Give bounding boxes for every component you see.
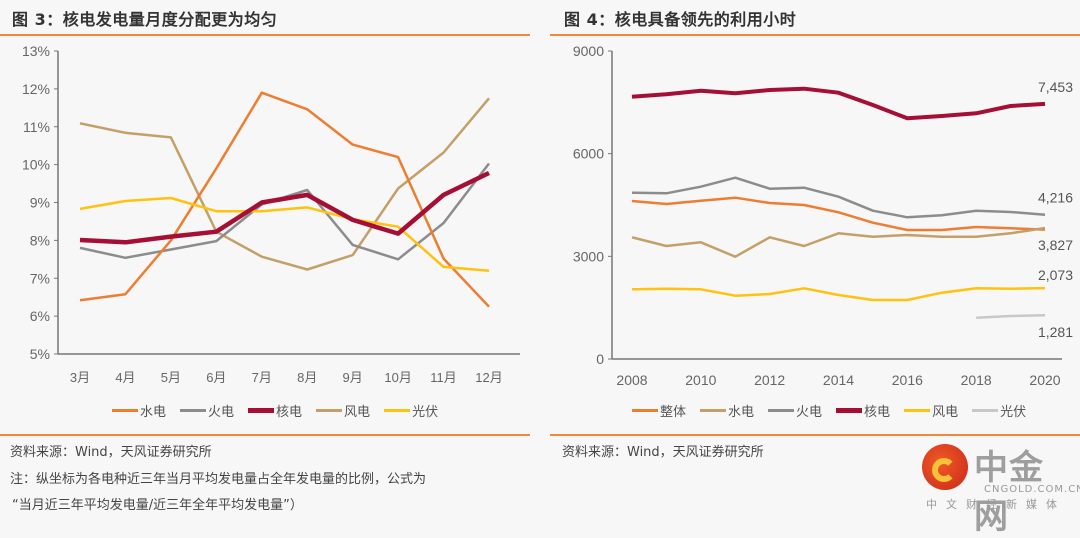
legend-swatch xyxy=(836,408,862,413)
legend-swatch xyxy=(768,409,794,412)
y-tick-label: 3000 xyxy=(573,248,604,264)
legend-item: 水电 xyxy=(700,401,754,420)
legend-item: 火电 xyxy=(768,401,822,420)
source-divider-right xyxy=(550,434,1080,436)
legend-label: 水电 xyxy=(728,401,754,420)
legend-swatch xyxy=(700,409,726,412)
data-label: 3,827 xyxy=(1038,237,1073,253)
x-tick-label: 2016 xyxy=(892,372,923,388)
x-tick-label: 2010 xyxy=(685,372,716,388)
figure-3-source: 资料来源：Wind，天风证券研究所 xyxy=(10,441,212,460)
x-tick-label: 2008 xyxy=(616,372,647,388)
legend-label: 核电 xyxy=(864,401,890,420)
legend-label: 火电 xyxy=(796,401,822,420)
legend-item: 整体 xyxy=(632,401,686,420)
figure-4-chart: 0 3000 6000 9000 2008 2010 2012 2014 2016 2018 202… xyxy=(0,0,1080,430)
legend-swatch xyxy=(972,409,998,412)
data-label: 4,216 xyxy=(1038,190,1073,206)
logo-slogan: 中文财经新媒体 xyxy=(926,496,1066,512)
figure-3-note-line2: “当月近三年平均发电量/近三年全年平均发电量”） xyxy=(12,494,303,513)
legend-item: 核电 xyxy=(836,401,890,420)
data-label: 7,453 xyxy=(1038,79,1073,95)
legend-swatch xyxy=(632,409,658,412)
x-tick-label: 2014 xyxy=(823,372,854,388)
legend-item: 光伏 xyxy=(972,401,1026,420)
series-line-整体 xyxy=(632,198,1045,230)
cngold-logo: 中金网 CNGOLD.COM.CN 中文财经新媒体 xyxy=(922,440,1072,510)
series-line-风电 xyxy=(632,288,1045,300)
legend-label: 光伏 xyxy=(1000,401,1026,420)
x-tick-label: 2020 xyxy=(1029,372,1060,388)
legend-label: 整体 xyxy=(660,401,686,420)
legend-swatch xyxy=(904,409,930,412)
series-line-核电 xyxy=(632,89,1045,119)
x-tick-label: 2012 xyxy=(754,372,785,388)
figure-4-source: 资料来源：Wind，天风证券研究所 xyxy=(562,441,764,460)
series-line-光伏 xyxy=(976,315,1045,318)
legend-label: 风电 xyxy=(932,401,958,420)
data-label: 1,281 xyxy=(1038,324,1073,340)
figure-4-legend: 整体 水电 火电 核电 风电 光伏 xyxy=(632,401,1040,420)
figure-3-note-line1: 注：纵坐标为各电种近三年当月平均发电量占全年发电量的比例，公式为 xyxy=(10,468,426,487)
x-tick-label: 2018 xyxy=(961,372,992,388)
series-line-水电 xyxy=(632,228,1045,257)
logo-domain: CNGOLD.COM.CN xyxy=(984,484,1080,495)
source-divider-left xyxy=(0,434,530,436)
y-tick-label: 0 xyxy=(596,351,604,367)
y-tick-label: 6000 xyxy=(573,146,604,162)
y-tick-label: 9000 xyxy=(573,43,604,59)
legend-item: 风电 xyxy=(904,401,958,420)
logo-icon xyxy=(922,444,968,490)
data-label: 2,073 xyxy=(1038,267,1073,283)
